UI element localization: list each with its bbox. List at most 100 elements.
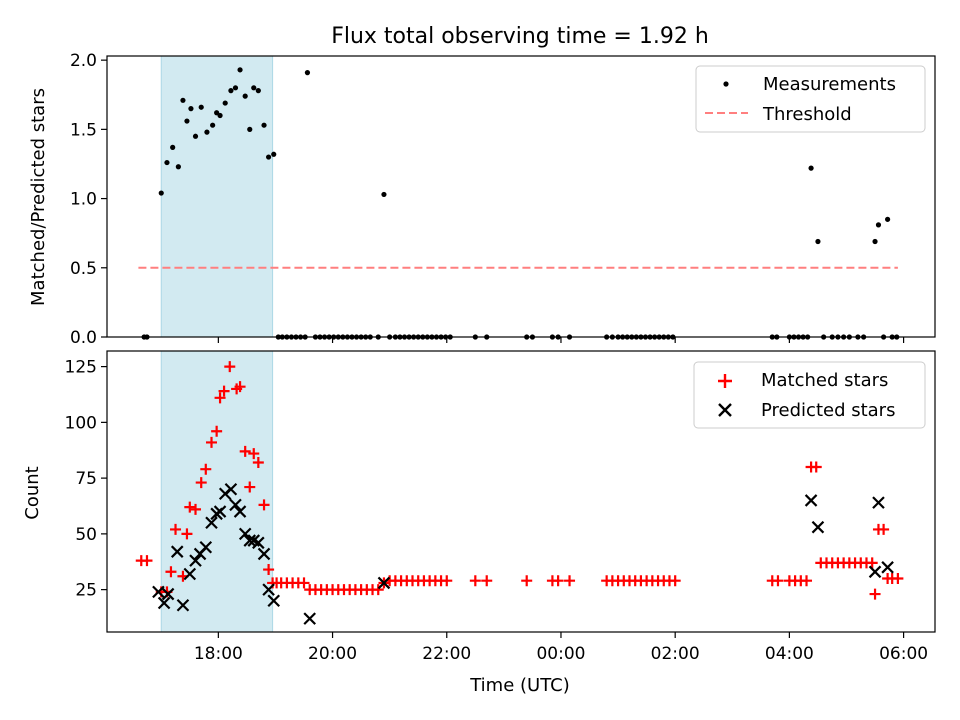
matched-star-point <box>224 361 236 373</box>
predicted-star-point <box>257 547 271 561</box>
matched-star-point <box>298 577 310 589</box>
legend-matched-label: Matched stars <box>761 370 888 391</box>
predicted-star-point <box>262 583 275 596</box>
matched-star-point <box>248 448 260 460</box>
matched-star-point <box>441 575 453 587</box>
predicted-star-point <box>229 498 242 512</box>
measurement-point <box>266 154 272 160</box>
measurement-point <box>304 70 311 76</box>
matched-star-point <box>869 588 881 600</box>
matched-star-point <box>252 457 264 469</box>
measurement-point <box>251 85 257 91</box>
matched-star-point <box>372 584 384 596</box>
measurement-point <box>872 238 878 245</box>
top-panel: 0.00.51.01.52.0 Matched/Predicted stars … <box>28 51 936 348</box>
measurement-point <box>180 97 186 103</box>
figure-title: Flux total observing time = 1.92 h <box>331 24 709 49</box>
matched-star-point <box>244 481 256 493</box>
matched-star-point <box>181 528 193 540</box>
predicted-star-point <box>183 567 197 581</box>
measurement-point <box>381 191 387 198</box>
matched-star-point <box>469 575 481 587</box>
measurement-point <box>271 151 277 157</box>
matched-star-point <box>184 501 196 513</box>
top-ytick-label: 1.0 <box>70 190 97 210</box>
predicted-star-point <box>152 585 165 599</box>
matched-star-point <box>772 575 784 587</box>
measurement-point <box>175 164 181 170</box>
measurement-point <box>210 122 216 128</box>
legend-matched-marker <box>718 374 732 388</box>
predicted-star-point <box>176 598 190 612</box>
predicted-star-point <box>157 596 171 610</box>
matched-star-point <box>669 575 681 587</box>
predicted-star-point <box>868 565 882 579</box>
bottom-xtick-label: 00:00 <box>536 644 585 664</box>
matched-star-point <box>878 523 890 535</box>
predicted-star-point <box>881 561 894 574</box>
legend-measurement-marker <box>723 81 729 87</box>
legend-predicted-marker <box>718 403 732 417</box>
bottom-xtick-label: 20:00 <box>308 644 357 664</box>
matched-star-point <box>810 461 822 473</box>
matched-star-point <box>239 445 251 457</box>
top-legend-box <box>695 65 926 133</box>
matched-star-point <box>263 564 275 576</box>
predicted-star-point <box>224 482 238 496</box>
legend-measurements-label: Measurements <box>763 74 896 95</box>
predicted-star-point <box>872 496 885 509</box>
matched-star-point <box>892 572 904 584</box>
predicted-star-point <box>199 540 213 554</box>
predicted-star-point <box>213 505 227 518</box>
predicted-star-point <box>377 576 391 590</box>
predicted-star-point <box>189 554 202 567</box>
matched-star-point <box>141 555 153 567</box>
matched-star-point <box>234 381 246 393</box>
bottom-x-ticks: 18:00 20:00 22:00 00:00 02:00 04:00 06:00 <box>194 632 928 664</box>
measurement-point <box>164 159 170 166</box>
measurement-point <box>222 100 228 106</box>
predicted-star-point <box>233 505 247 518</box>
top-y-ticks: 0.0 0.5 1.0 1.5 2.0 <box>70 51 107 348</box>
measurement-point <box>815 238 821 245</box>
predicted-star-point <box>811 520 825 534</box>
x-axis-label: Time (UTC) <box>469 675 570 696</box>
measurement-point <box>255 88 261 94</box>
matched-star-point <box>195 477 207 489</box>
bottom-legend: Matched stars Predicted stars <box>693 361 926 429</box>
bottom-xtick-label: 18:00 <box>194 644 243 664</box>
top-ytick-label: 1.5 <box>70 120 97 140</box>
measurement-point <box>242 93 248 99</box>
bottom-ytick-label: 125 <box>65 358 97 378</box>
matched-star-point <box>200 463 212 475</box>
matched-star-point <box>218 385 230 397</box>
top-shaded-span <box>160 55 274 338</box>
matched-star-point <box>214 392 226 404</box>
matched-star-point <box>521 575 533 587</box>
measurement-point <box>188 106 194 112</box>
bottom-ytick-label: 75 <box>75 469 97 489</box>
matched-star-points <box>135 361 904 600</box>
legend-threshold-label: Threshold <box>762 104 852 125</box>
bottom-ytick-label: 50 <box>75 525 97 545</box>
measurement-point <box>808 165 814 171</box>
matched-star-point <box>552 575 564 587</box>
bottom-xtick-label: 02:00 <box>651 644 700 664</box>
bottom-y-ticks: 25 50 75 100 125 <box>65 358 107 601</box>
measurement-point <box>885 216 891 222</box>
matched-star-point <box>190 503 202 515</box>
measurement-point <box>170 144 176 150</box>
measurement-point <box>875 222 882 228</box>
predicted-star-point <box>238 527 252 541</box>
matched-star-point <box>564 575 576 587</box>
top-y-axis-label: Matched/Predicted stars <box>28 88 49 306</box>
matched-star-point <box>866 557 878 569</box>
measurement-point <box>228 88 234 94</box>
matched-star-point <box>258 499 270 511</box>
bottom-xtick-label: 22:00 <box>422 644 471 664</box>
measurement-point <box>158 190 164 196</box>
predicted-star-points <box>152 482 894 625</box>
matched-star-point <box>170 523 182 535</box>
measurement-point <box>198 104 204 110</box>
measurement-point <box>247 126 253 132</box>
